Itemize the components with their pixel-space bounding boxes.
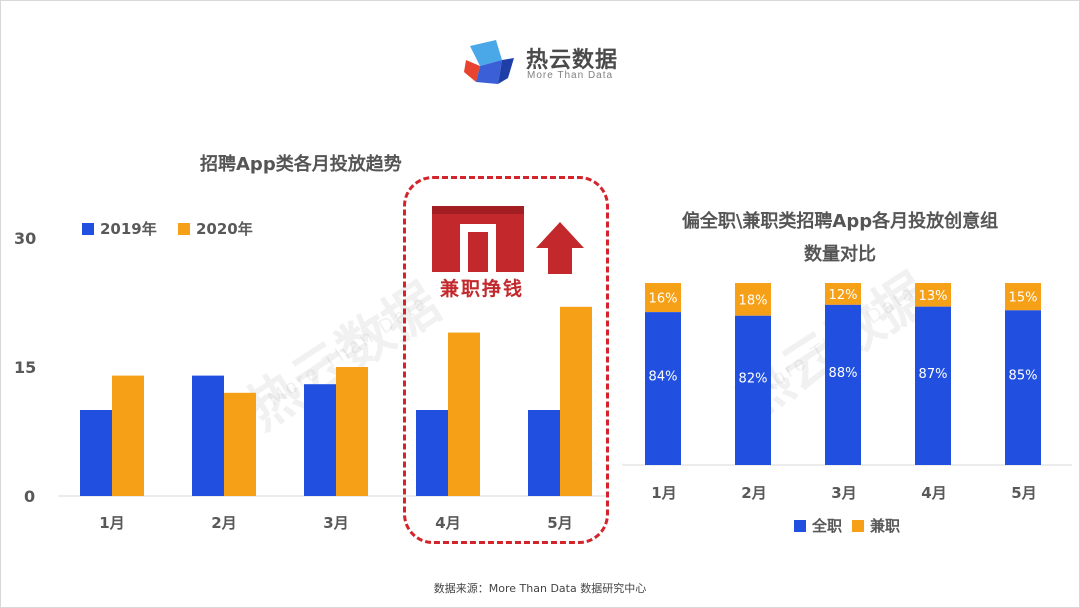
right-bar-parttime-2 <box>735 283 771 316</box>
legend-swatch-2019 <box>82 222 94 235</box>
data-label-parttime-1: 16% <box>649 292 678 307</box>
left-x-tick-3: 3月 <box>323 514 349 532</box>
left-x-tick-1: 1月 <box>99 514 125 532</box>
brand-name: 热云数据 <box>526 48 619 73</box>
left-x-tick-5: 5月 <box>547 514 573 532</box>
right-bar-parttime-3 <box>825 283 861 305</box>
part-time-icon <box>432 206 524 272</box>
data-label-parttime-5: 15% <box>1009 291 1038 306</box>
y-tick-15: 15 <box>14 358 37 377</box>
right-bar-fulltime-2 <box>735 315 771 465</box>
right-bar-fulltime-4 <box>915 306 951 465</box>
left-bar-2020-1 <box>112 375 144 496</box>
left-bar-2019-2 <box>192 375 224 496</box>
legend-item-2020: 2020年 <box>178 218 253 239</box>
right-bar-parttime-5 <box>1005 283 1041 311</box>
left-bar-2020-5 <box>560 306 592 496</box>
data-label-fulltime-2: 82% <box>739 371 768 386</box>
legend-label-2019: 2019年 <box>100 220 157 238</box>
data-label-fulltime-1: 84% <box>649 370 678 385</box>
data-label-fulltime-4: 87% <box>919 367 948 382</box>
data-label-parttime-2: 18% <box>739 293 768 308</box>
right-bar-parttime-1 <box>645 283 681 313</box>
data-label-fulltime-5: 85% <box>1009 369 1038 384</box>
right-x-tick-3: 3月 <box>831 484 857 502</box>
data-label-parttime-3: 12% <box>829 288 858 303</box>
left-bar-2020-2 <box>224 392 256 496</box>
highlight-label: 兼职挣钱 <box>440 278 525 300</box>
legend-swatch-parttime <box>852 519 864 532</box>
right-x-tick-1: 1月 <box>651 484 677 502</box>
left-bar-2019-1 <box>80 410 112 496</box>
legend-swatch-fulltime <box>794 519 806 532</box>
left-x-tick-2: 2月 <box>211 514 237 532</box>
left-bar-2019-4 <box>416 410 448 496</box>
data-label-fulltime-3: 88% <box>829 366 858 381</box>
left-chart-title: 招聘App类各月投放趋势 <box>200 154 402 175</box>
brand-logo-icon <box>464 40 514 84</box>
right-x-tick-2: 2月 <box>741 484 767 502</box>
left-bar-2019-5 <box>528 410 560 496</box>
up-arrow-icon <box>536 222 584 274</box>
highlight-box <box>403 176 609 544</box>
legend-label-2020: 2020年 <box>196 220 253 238</box>
right-bar-parttime-4 <box>915 283 951 307</box>
legend-item-parttime: 兼职 <box>852 515 900 536</box>
right-chart-title-line1: 偏全职\兼职类招聘App各月投放创意组 <box>681 211 999 232</box>
legend-item-fulltime: 全职 <box>794 515 842 536</box>
right-x-tick-5: 5月 <box>1011 484 1037 502</box>
right-x-tick-4: 4月 <box>921 484 947 502</box>
right-bar-fulltime-1 <box>645 312 681 465</box>
legend-swatch-2020 <box>178 222 190 235</box>
left-bar-2020-3 <box>336 367 368 496</box>
legend-item-2019: 2019年 <box>82 218 157 239</box>
legend-label-parttime: 兼职 <box>870 517 901 535</box>
right-chart-title-line2: 数量对比 <box>804 244 876 265</box>
y-tick-30: 30 <box>14 229 37 248</box>
data-label-parttime-4: 13% <box>919 289 948 304</box>
left-x-tick-4: 4月 <box>435 514 461 532</box>
data-source-note: 数据来源：More Than Data 数据研究中心 <box>433 582 647 595</box>
left-bar-2020-4 <box>448 332 480 496</box>
right-bar-fulltime-3 <box>825 304 861 465</box>
left-bar-2019-3 <box>304 384 336 496</box>
legend-label-fulltime: 全职 <box>812 517 843 535</box>
brand-tagline: More Than Data <box>527 70 614 81</box>
right-bar-fulltime-5 <box>1005 310 1041 465</box>
y-tick-0: 0 <box>24 487 36 506</box>
